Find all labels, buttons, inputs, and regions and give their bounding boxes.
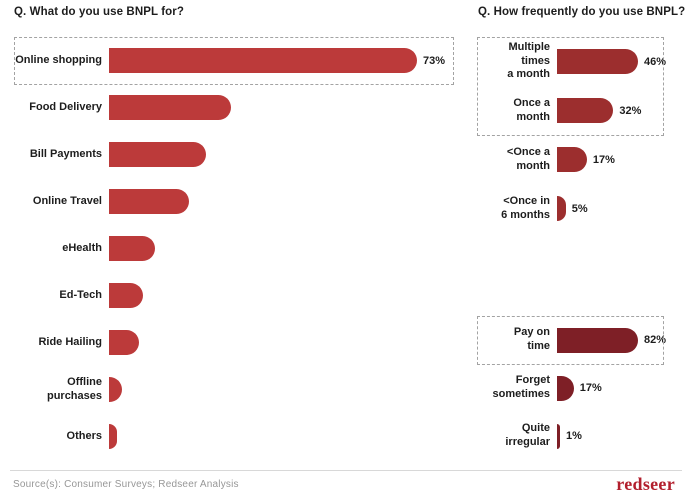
bar [109,424,118,449]
bar [109,48,417,73]
category-label: <Once in 6 months [501,194,550,221]
repayment-chart: Pay on time 82% Forget sometimes 17% Quite irre… [477,316,677,460]
category-label: Online Travel [32,194,102,207]
bar [557,423,560,449]
category-label: Ride Hailing [38,335,102,348]
bar-row: Food Delivery [14,84,466,131]
bar-row: Multiple times a month 46% [477,37,677,86]
footer-divider [10,470,682,471]
bar [109,330,139,355]
bar [557,98,614,123]
category-label: Bill Payments [29,147,102,160]
category-label: Multiple times a month [507,40,550,81]
bar-row: Others [14,413,466,460]
bar-row: <Once in 6 months 5% [477,184,677,233]
bar [557,196,566,221]
usage-chart: Online shopping 73% Food Delivery Bill Paym… [14,37,466,460]
bar-row: Bill Payments [14,131,466,178]
category-label: <Once a month [506,145,550,172]
category-label: Forget sometimes [492,374,550,400]
value-label: 1% [566,430,582,442]
redseer-logo: redseer [616,474,675,494]
bar [109,95,232,120]
bar-row: Offline purchases [14,366,466,413]
bar-row: eHealth [14,225,466,272]
bar-row: <Once a month 17% [477,135,677,184]
bar [109,189,190,214]
bar [109,377,122,402]
category-label: Others [66,429,102,442]
bar-row: Ride Hailing [14,319,466,366]
bar-row: Once a month 32% [477,86,677,135]
bar [557,375,574,401]
category-label: Once a month [513,96,550,123]
value-label: 17% [592,153,615,166]
usage-chart-title: Q. What do you use BNPL for? [14,6,184,18]
bar [557,327,638,353]
value-label: 32% [619,104,642,117]
bar [109,283,143,308]
source-note: Source(s): Consumer Surveys; Redseer Ana… [13,479,239,490]
value-label: 46% [644,55,667,68]
bar-row: Online shopping 73% [14,37,466,84]
bar-row: Ed-Tech [14,272,466,319]
category-label: eHealth [62,241,102,254]
bar-row: Online Travel [14,178,466,225]
bar [557,147,587,172]
category-label: Pay on time [513,326,550,352]
bar [109,236,156,261]
value-label: 82% [644,334,667,346]
bar-row: Forget sometimes 17% [477,364,677,412]
category-label: Quite irregular [505,422,550,448]
category-label: Online shopping [15,53,102,66]
value-label: 17% [579,382,602,394]
bar-row: Pay on time 82% [477,316,677,364]
bar [109,142,207,167]
category-label: Food Delivery [29,100,102,113]
category-label: Offline purchases [46,375,102,402]
bar-row: Quite irregular 1% [477,412,677,460]
frequency-chart-title: Q. How frequently do you use BNPL? [478,6,686,18]
category-label: Ed-Tech [59,288,102,301]
frequency-chart: Multiple times a month 46% Once a month 32% <O… [477,37,677,233]
value-label: 5% [571,202,588,215]
value-label: 73% [423,54,446,67]
bar [557,49,638,74]
